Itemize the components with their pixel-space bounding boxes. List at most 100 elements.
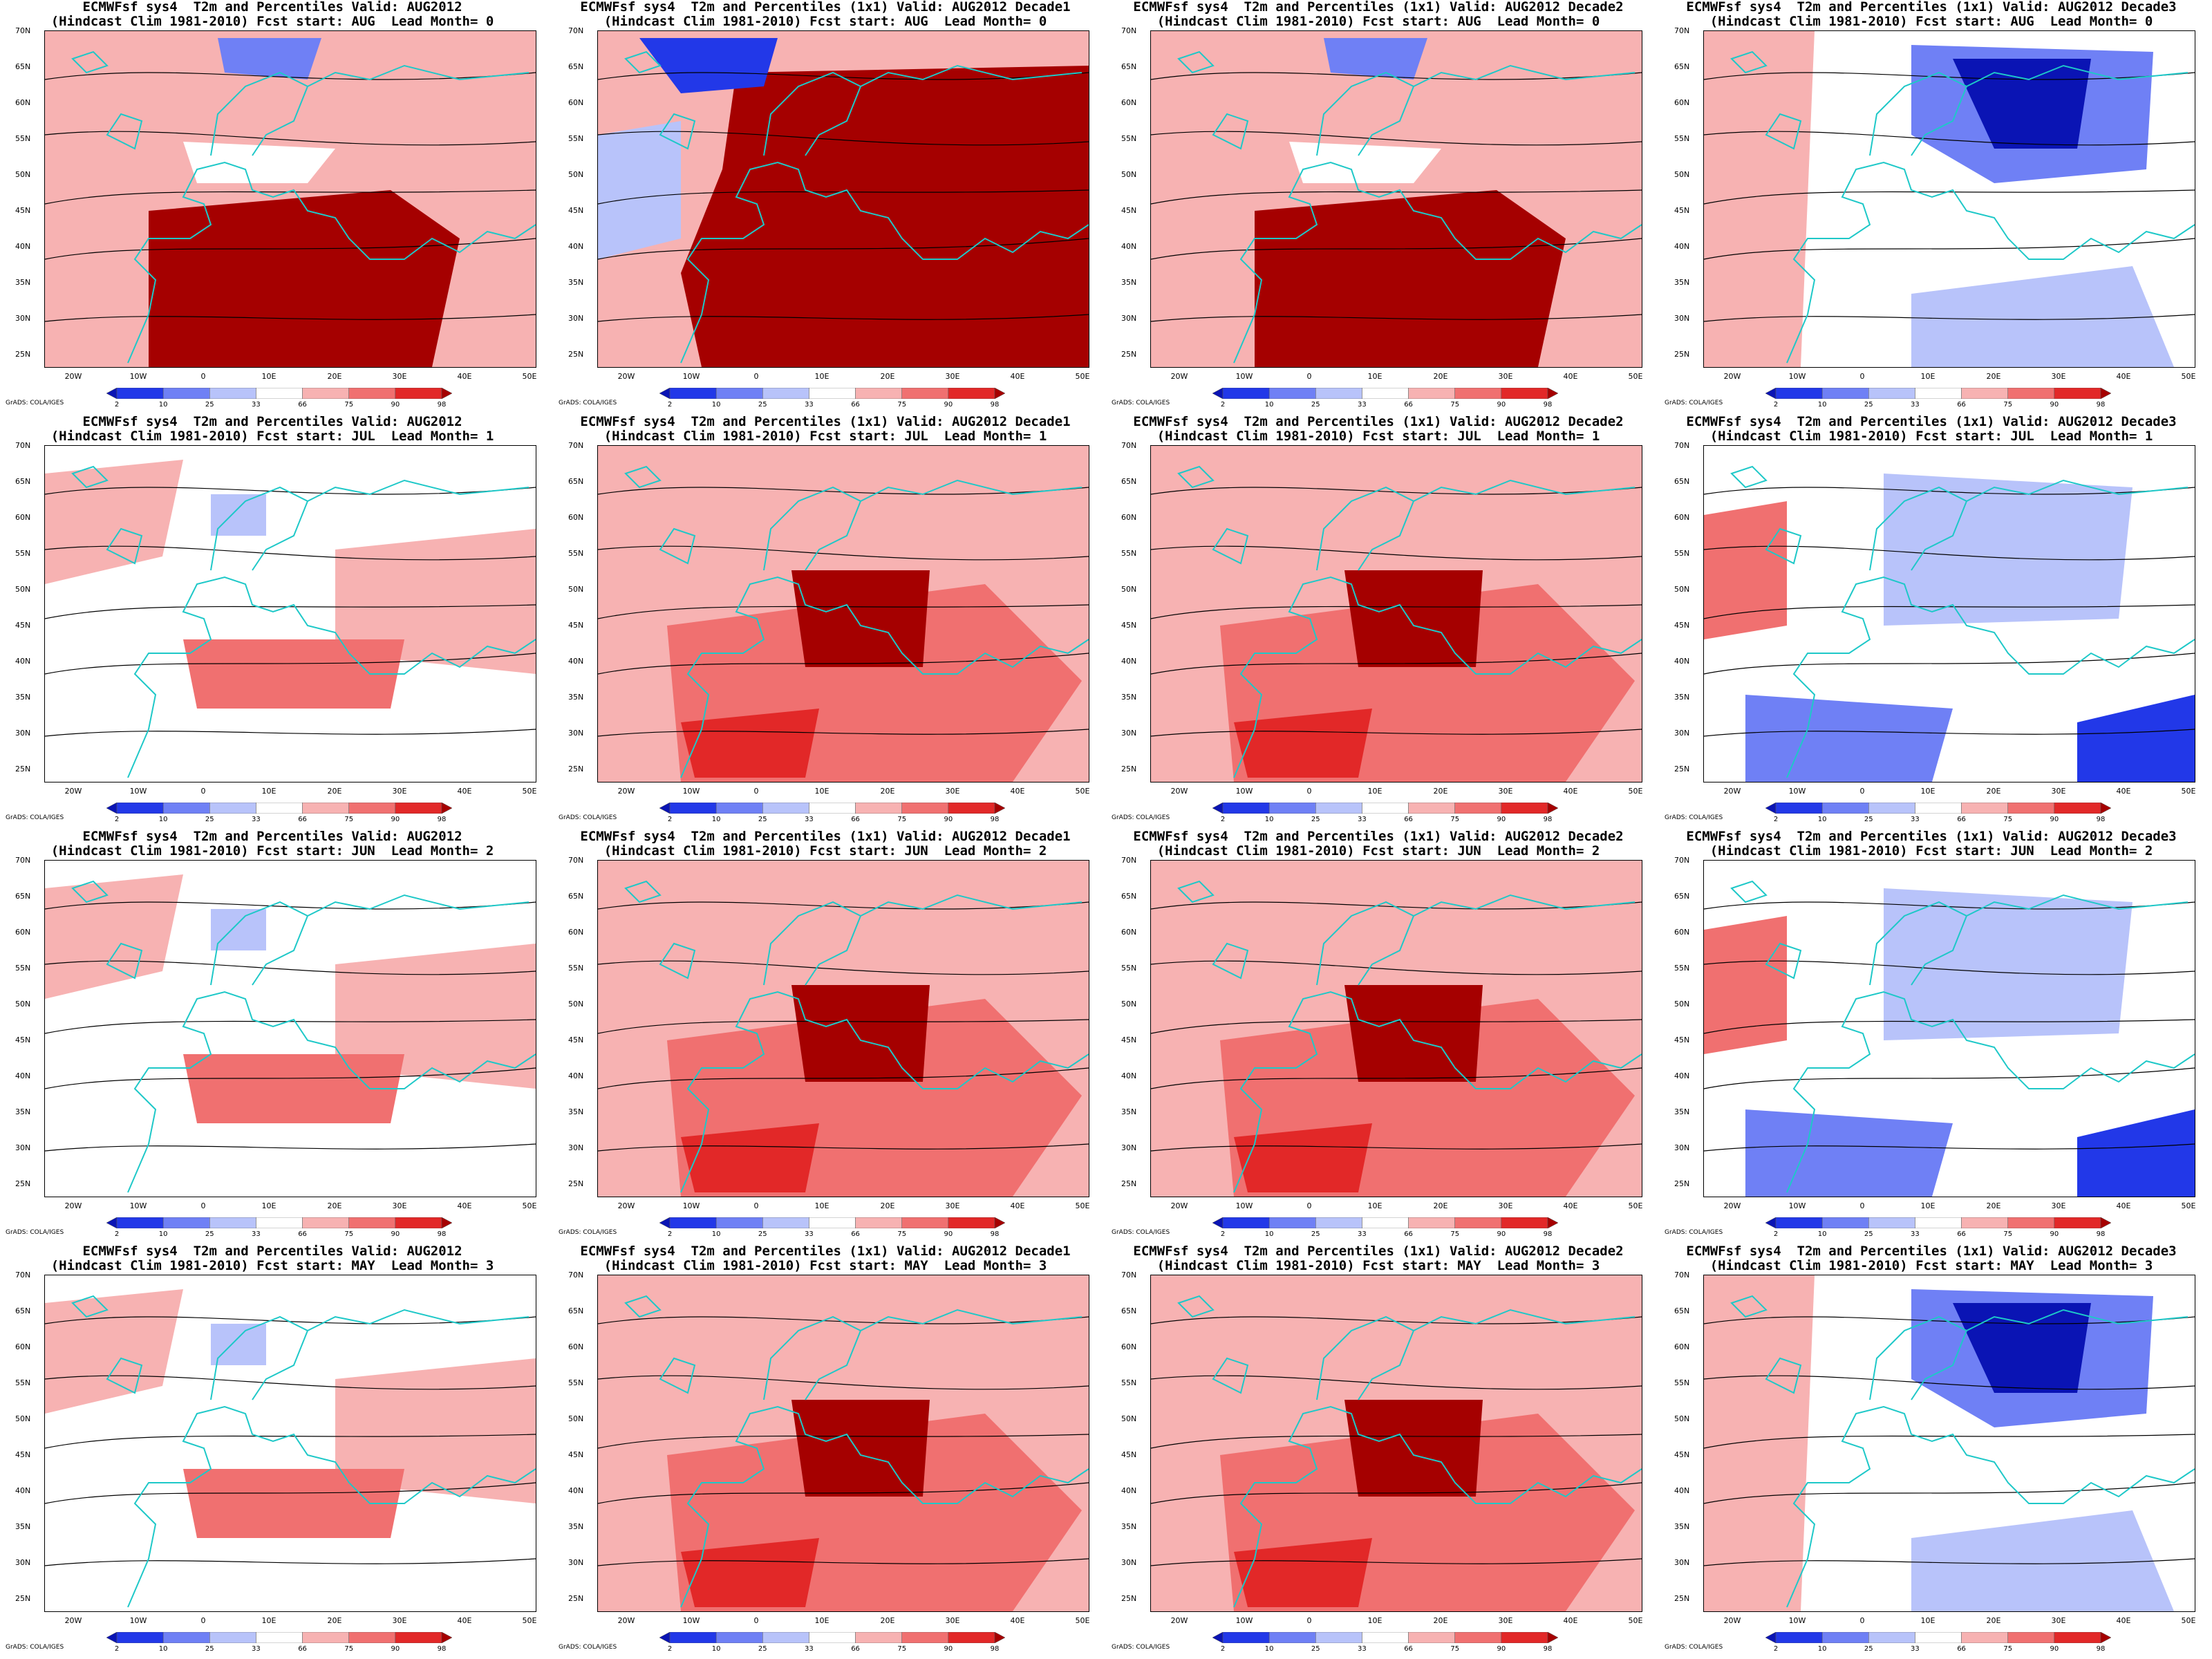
- map-area: [597, 860, 1089, 1197]
- isotherm-contour: [1151, 729, 1642, 737]
- colorbar-tick-label: 98: [437, 401, 447, 409]
- longitude-label: 30E: [945, 372, 960, 381]
- coastline: [1177, 1295, 1642, 1608]
- colorbar-swatch: [2100, 803, 2111, 814]
- latitude-label: 60N: [568, 513, 584, 522]
- isotherm-contour: [1151, 1375, 1642, 1390]
- longitude-label: 20E: [1986, 372, 2001, 381]
- colorbar-swatch: [1765, 388, 1777, 399]
- colorbar-tick-label: 75: [344, 1645, 354, 1653]
- colorbar-tick-label: 66: [1957, 401, 1966, 409]
- colorbar-swatch: [1222, 1217, 1270, 1228]
- anomaly-area: [1344, 985, 1483, 1082]
- anomaly-area: [1884, 888, 2133, 1040]
- isotherm-contour: [598, 1375, 1089, 1390]
- latitude-label: 30N: [1674, 314, 1690, 323]
- anomaly-area: [149, 190, 460, 367]
- colorbar: [659, 1217, 1005, 1228]
- colorbar: [659, 388, 1005, 399]
- latitude-label: 65N: [568, 477, 584, 486]
- colorbar-swatch: [669, 803, 717, 814]
- latitude-label: 70N: [15, 441, 31, 450]
- longitude-label: 0: [200, 1201, 206, 1210]
- latitude-label: 25N: [15, 1594, 31, 1603]
- longitude-label: 10E: [814, 1201, 830, 1210]
- colorbar-swatch: [901, 388, 949, 399]
- isotherm-contour: [598, 1434, 1089, 1449]
- longitude-label: 0: [1859, 787, 1865, 796]
- isotherm-contour: [598, 1143, 1089, 1152]
- colorbar-tick-label: 98: [1543, 1645, 1553, 1653]
- isotherm-contour: [1704, 1558, 2195, 1566]
- colorbar-swatch: [395, 1217, 442, 1228]
- longitude-label: 0: [1306, 787, 1312, 796]
- longitude-label: 0: [200, 787, 206, 796]
- latitude-label: 60N: [1674, 1342, 1690, 1351]
- map-panel: ECMWFsf sys4 T2m and Percentiles (1x1) V…: [556, 415, 1095, 830]
- isotherm-contour: [1704, 1143, 2195, 1152]
- colorbar-swatch: [348, 1217, 396, 1228]
- isotherm-contour: [1704, 1316, 2195, 1324]
- map-panel: ECMWFsf sys4 T2m and Percentiles (1x1) V…: [1109, 0, 1648, 415]
- longitude-label: 40E: [1563, 1616, 1578, 1625]
- colorbar-tick-label: 90: [944, 816, 953, 823]
- latitude-label: 30N: [1121, 729, 1137, 738]
- longitude-label: 10E: [814, 787, 830, 796]
- colorbar-tick-label: 25: [758, 1645, 767, 1653]
- isotherm-contour: [598, 1482, 1089, 1504]
- isotherm-contour: [45, 314, 536, 322]
- colorbar-swatch: [256, 1632, 303, 1643]
- latitude-label: 50N: [1121, 170, 1137, 179]
- colorbar-swatch: [1408, 388, 1455, 399]
- colorbar-swatch: [669, 1632, 717, 1643]
- longitude-label: 40E: [457, 372, 472, 381]
- longitude-label: 30E: [945, 1201, 960, 1210]
- latitude-label: 70N: [15, 1271, 31, 1280]
- isotherm-contour: [1704, 960, 2195, 975]
- isotherm-contour: [1151, 189, 1642, 205]
- map-area: [1703, 445, 2195, 782]
- colorbar-swatch: [855, 803, 902, 814]
- colorbar-tick-label: 98: [990, 1230, 1000, 1238]
- colorbar-tick-label: 90: [1497, 1645, 1506, 1653]
- latitude-label: 65N: [15, 1306, 31, 1315]
- colorbar-swatch: [1408, 803, 1455, 814]
- isotherm-contour: [598, 545, 1089, 561]
- colorbar: [106, 803, 452, 814]
- colorbar-swatch: [1915, 1217, 1962, 1228]
- grads-credit: GrADS: COLA/IGES: [6, 814, 64, 821]
- latitude-label: 30N: [15, 1558, 31, 1567]
- colorbar-tick-label: 10: [711, 1645, 721, 1653]
- colorbar-swatch: [1268, 388, 1316, 399]
- longitude-label: 10E: [261, 1616, 276, 1625]
- isotherm-contour: [1151, 131, 1642, 146]
- colorbar-swatch: [1547, 1632, 1558, 1643]
- colorbar-tick-label: 33: [252, 816, 261, 823]
- longitude-label: 20E: [1433, 1616, 1448, 1625]
- panel-title: ECMWFsf sys4 T2m and Percentiles Valid: …: [50, 0, 494, 29]
- colorbar-swatch: [1362, 803, 1409, 814]
- colorbar-tick-label: 2: [1773, 816, 1779, 823]
- latitude-label: 50N: [1674, 585, 1690, 594]
- colorbar-tick-label: 75: [1450, 401, 1460, 409]
- longitude-label: 40E: [1563, 787, 1578, 796]
- colorbar-tick-label: 10: [1817, 1230, 1827, 1238]
- latitude-label: 40N: [568, 657, 584, 666]
- colorbar-tick-label: 90: [1497, 1230, 1506, 1238]
- colorbar-tick-label: 2: [114, 1230, 120, 1238]
- colorbar-tick-label: 75: [2003, 816, 2013, 823]
- anomaly-area: [2077, 1109, 2195, 1197]
- longitude-label: 10W: [682, 372, 700, 381]
- colorbar-swatch: [901, 1217, 949, 1228]
- latitude-label: 50N: [568, 585, 584, 594]
- coastline: [1177, 465, 1642, 778]
- anomaly-area: [1704, 31, 1815, 367]
- colorbar: [1765, 1632, 2111, 1643]
- longitude-label: 20W: [617, 1201, 635, 1210]
- longitude-label: 50E: [1075, 1616, 1090, 1625]
- latitude-label: 55N: [1121, 1378, 1137, 1387]
- colorbar-swatch: [659, 1632, 671, 1643]
- latitude-label: 55N: [1121, 964, 1137, 973]
- latitude-label: 35N: [15, 278, 31, 287]
- isotherm-contour: [1704, 729, 2195, 737]
